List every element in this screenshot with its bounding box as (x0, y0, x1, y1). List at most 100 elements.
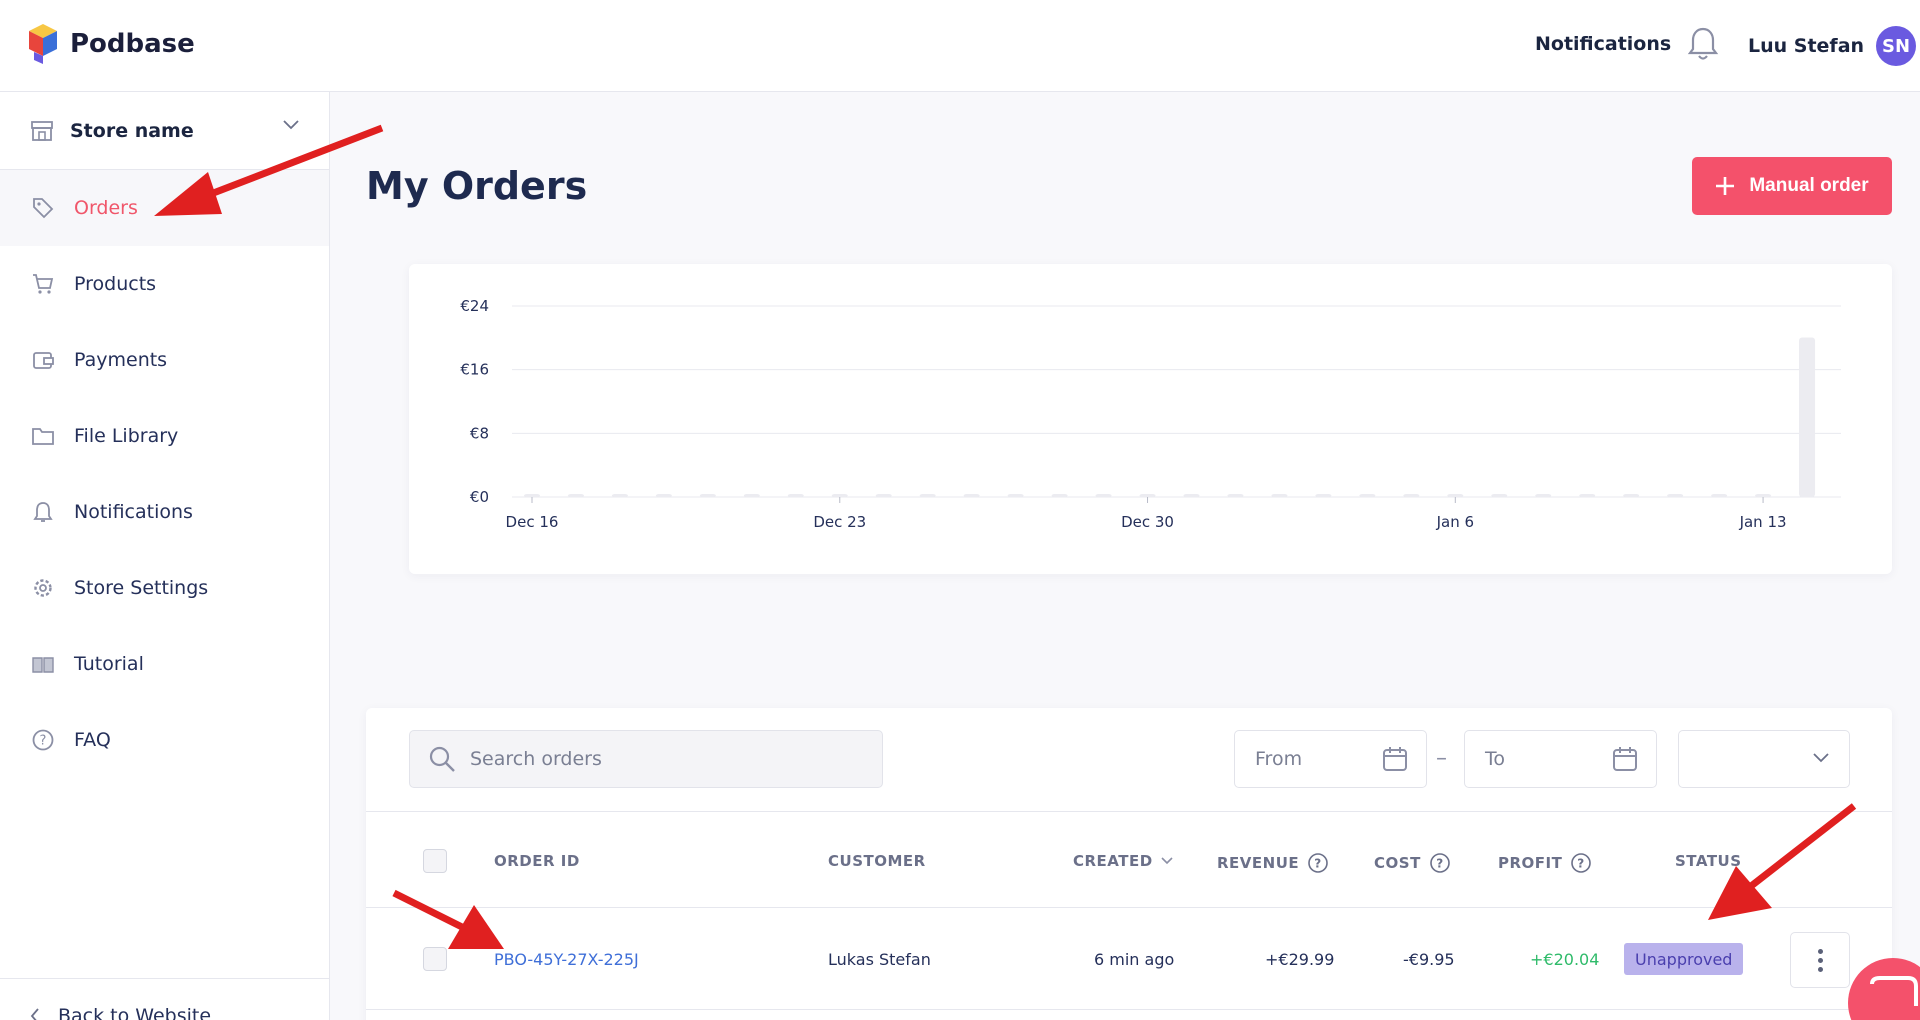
logo[interactable]: Podbase (28, 22, 195, 66)
status-filter-select[interactable] (1678, 730, 1850, 788)
to-date-picker[interactable]: To (1464, 730, 1657, 788)
store-name: Store name (70, 119, 194, 142)
revenue-chart: €0 €8 €16 €24 Dec 16 Dec 23 Dec 30 Jan 6 Jan 13 (460, 297, 1841, 531)
y-tick-label: €24 (460, 297, 489, 315)
chart-bar (1799, 337, 1816, 497)
from-date-picker[interactable]: From (1234, 730, 1427, 788)
help-icon[interactable]: ? (1307, 852, 1329, 874)
column-cost-label: COST (1374, 854, 1421, 872)
chart-bar (1007, 494, 1024, 497)
sidebar-item-label: Orders (74, 197, 138, 219)
chart-bar (875, 494, 892, 497)
column-created[interactable]: CREATED (1073, 852, 1173, 870)
notifications-label: Notifications (1535, 33, 1672, 55)
row-checkbox[interactable] (423, 947, 447, 971)
sidebar-item-label: Tutorial (74, 653, 144, 675)
sidebar-item-label: Store Settings (74, 577, 209, 599)
column-revenue: REVENUE ? (1217, 852, 1329, 874)
chart-bar (831, 494, 848, 497)
more-dots-icon (1817, 948, 1823, 954)
sort-down-icon (1161, 857, 1173, 865)
row-actions-button[interactable] (1790, 932, 1850, 988)
cost-value: -€9.95 (1403, 950, 1455, 969)
profit-value: +€20.04 (1530, 950, 1600, 969)
sidebar-item-file-library[interactable]: File Library (0, 398, 329, 474)
chat-icon (1870, 976, 1918, 1006)
question-icon: ? (32, 729, 54, 751)
x-tick-label: Jan 6 (1436, 513, 1474, 531)
help-icon[interactable]: ? (1429, 852, 1451, 874)
gear-icon (34, 579, 52, 597)
x-tick-label: Dec 23 (813, 513, 866, 531)
table-header: ORDER ID CUSTOMER CREATED REVENUE ? COST… (366, 811, 1892, 908)
avatar: SN (1876, 26, 1917, 66)
column-status: STATUS (1675, 852, 1742, 870)
sidebar-item-label: Payments (74, 349, 168, 371)
back-to-website-link[interactable]: Back to Website (0, 978, 330, 1020)
x-tick-label: Dec 16 (506, 513, 559, 531)
search-input[interactable] (470, 748, 850, 770)
manual-order-button[interactable]: Manual order (1692, 157, 1892, 215)
user-menu[interactable]: Luu Stefan SN (1748, 26, 1917, 66)
column-profit: PROFIT ? (1498, 852, 1592, 874)
revenue-chart-card: €0 €8 €16 €24 Dec 16 Dec 23 Dec 30 Jan 6 Jan 13 (409, 264, 1892, 574)
chart-bar (1623, 494, 1640, 497)
sidebar-item-notifications[interactable]: Notifications (0, 474, 329, 550)
chevron-down-icon (283, 120, 299, 130)
chart-bar (1579, 494, 1596, 497)
column-profit-label: PROFIT (1498, 854, 1563, 872)
select-all-checkbox[interactable] (423, 849, 447, 873)
sidebar-item-products[interactable]: Products (0, 246, 329, 322)
chat-button[interactable] (1848, 958, 1920, 1020)
chart-bar (1139, 494, 1156, 497)
sidebar-item-tutorial[interactable]: Tutorial (0, 626, 329, 702)
chart-bar (1315, 494, 1332, 497)
table-row[interactable]: PBO-45Y-27X-225J Lukas Stefan 6 min ago … (366, 908, 1892, 1010)
chart-bar (1447, 494, 1464, 497)
chart-bar (1359, 494, 1376, 497)
sidebar-item-store-settings[interactable]: Store Settings (0, 550, 329, 626)
chevron-down-icon (1813, 753, 1829, 763)
chart-bar (655, 494, 672, 497)
sidebar-item-faq[interactable]: ? FAQ (0, 702, 329, 778)
help-icon[interactable]: ? (1570, 852, 1592, 874)
chart-bar (611, 494, 628, 497)
chart-bar (1227, 494, 1244, 497)
chart-bar (1183, 494, 1200, 497)
page-title: My Orders (366, 164, 588, 208)
sidebar-item-payments[interactable]: Payments (0, 322, 329, 398)
sidebar-item-orders[interactable]: Orders (0, 170, 329, 246)
notifications-button[interactable]: Notifications (1535, 26, 1719, 62)
sidebar-item-label: File Library (74, 425, 179, 447)
customer-name: Lukas Stefan (828, 950, 931, 969)
order-id-link[interactable]: PBO-45Y-27X-225J (494, 950, 639, 969)
tag-icon (33, 198, 54, 219)
sidebar-item-label: Notifications (74, 501, 193, 523)
chart-bar (963, 494, 980, 497)
search-box[interactable] (409, 730, 883, 788)
sidebar-item-label: Products (74, 273, 157, 295)
created-time: 6 min ago (1094, 950, 1175, 969)
chart-bar (1403, 494, 1420, 497)
chart-bar (1711, 494, 1728, 497)
chart-bar (787, 494, 804, 497)
chart-bar (524, 494, 540, 497)
store-selector[interactable]: Store name (0, 92, 329, 170)
chart-bar (919, 494, 936, 497)
podbase-logo-icon (29, 24, 57, 64)
chart-bar (1095, 494, 1112, 497)
chart-bar (567, 494, 584, 497)
calendar-icon (1613, 747, 1637, 771)
chevron-left-icon (30, 1008, 39, 1020)
chart-bar (699, 494, 716, 497)
search-icon (429, 746, 455, 772)
sidebar: Store name Orders Products Payments File… (0, 92, 330, 1020)
book-icon (32, 657, 54, 673)
plus-icon (1716, 177, 1735, 195)
top-bar: Podbase Notifications Luu Stefan SN (0, 0, 1920, 92)
back-label: Back to Website (58, 1005, 212, 1020)
svg-text:?: ? (1314, 857, 1321, 871)
folder-icon (32, 428, 54, 445)
column-cost: COST ? (1374, 852, 1451, 874)
chart-bar (1491, 494, 1508, 497)
